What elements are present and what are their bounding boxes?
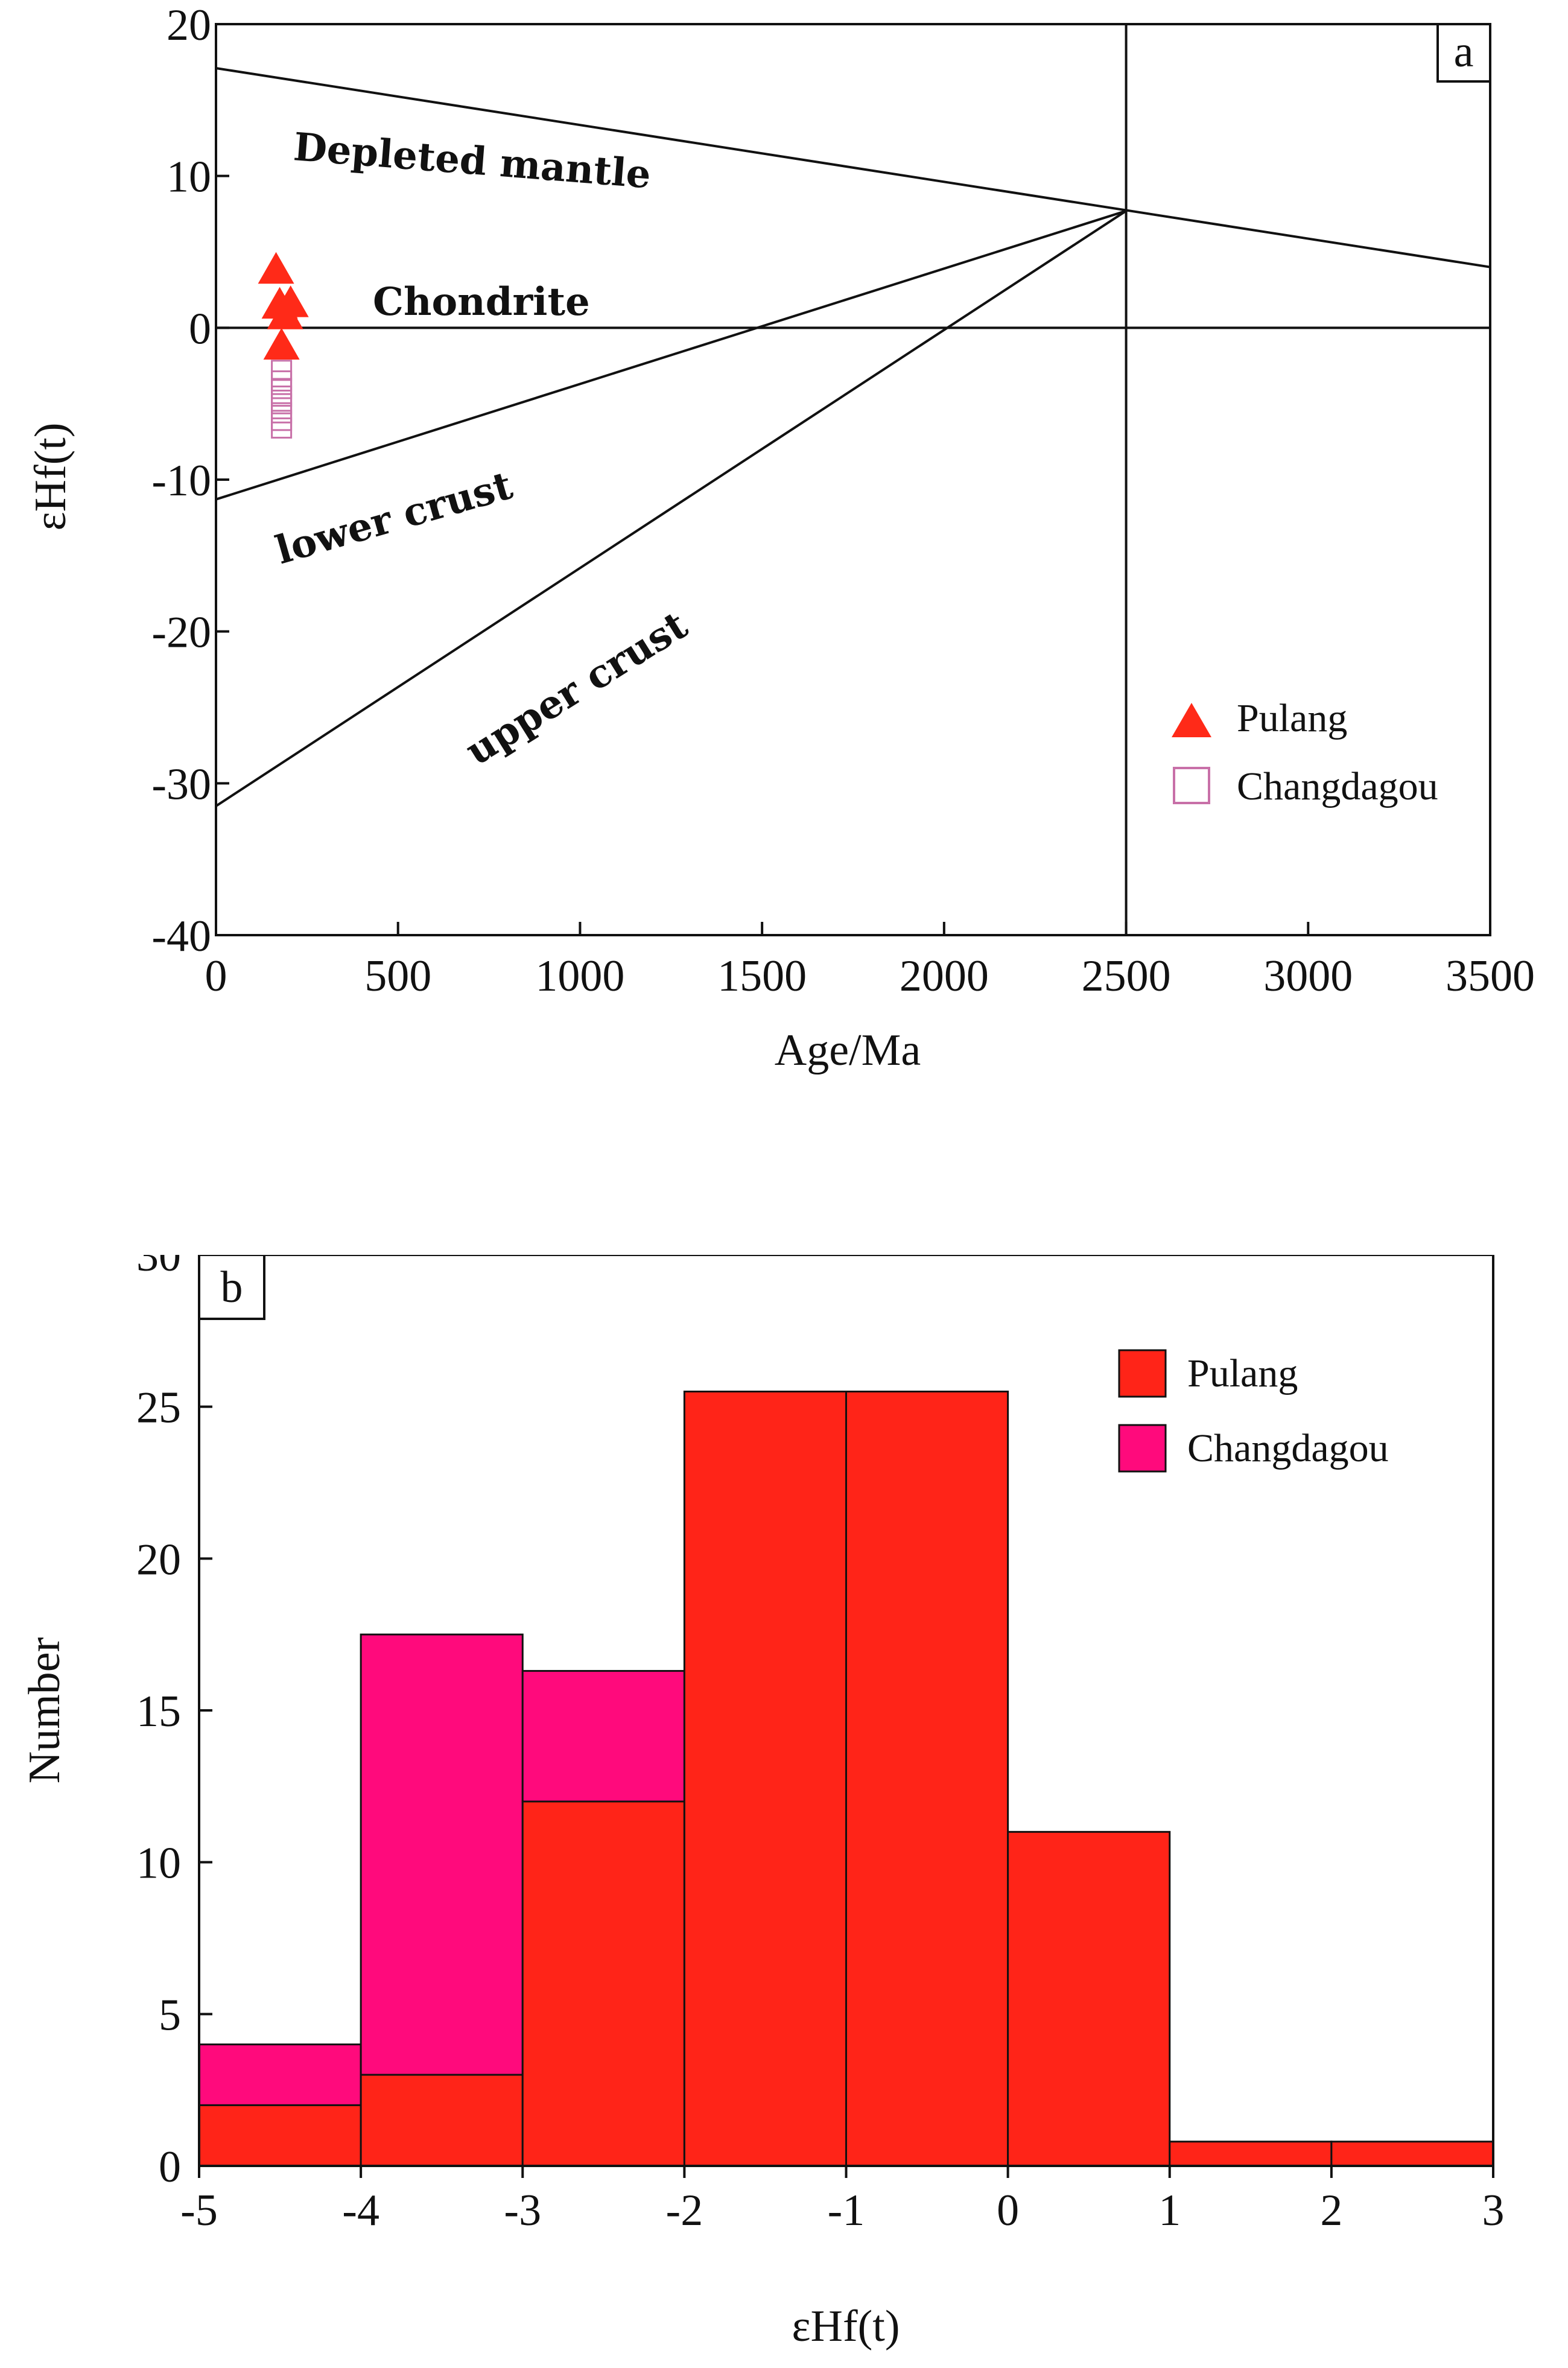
bar-changdagou	[360, 1633, 524, 2076]
x-tick-label-b: -4	[342, 2186, 379, 2235]
x-tick-label-a: 1500	[717, 951, 807, 1001]
reference-line-depleted-mantle	[215, 67, 1491, 268]
point-changdagou	[271, 378, 293, 399]
y-tick-label-a: -10	[151, 456, 211, 506]
y-tick-label-b: 5	[159, 1990, 181, 2040]
y-tick-label-a: -40	[151, 912, 211, 961]
y-tick-label-a: -20	[151, 608, 211, 658]
legend-b-changdagou-swatch	[1118, 1424, 1167, 1473]
panel-label-b-box	[198, 1255, 265, 1320]
label-depleted-mantle: Depleted mantle	[292, 124, 653, 197]
x-tick-label-b: 2	[1320, 2186, 1342, 2235]
point-changdagou	[271, 360, 293, 381]
label-lower-crust: lower crust	[271, 463, 518, 573]
x-tick-label-a: 500	[364, 951, 431, 1001]
chart-a-ylabel: εHf(t)	[26, 422, 75, 530]
y-tick-label-b: 0	[159, 2142, 181, 2192]
reference-line-upper-crust	[215, 209, 1127, 807]
x-tick-label-b: -3	[504, 2186, 541, 2235]
x-tick-label-b: -2	[666, 2186, 703, 2235]
legend-b: Pulang Changdagou	[1118, 1349, 1389, 1473]
bar-pulang	[521, 1800, 685, 2167]
bar-pulang	[1169, 2141, 1333, 2167]
point-pulang	[258, 252, 294, 284]
point-pulang	[272, 285, 309, 317]
legend-b-pulang-label: Pulang	[1187, 1351, 1298, 1395]
y-tick-label-a: 20	[167, 1, 211, 50]
chart-b-xlabel: εHf(t)	[792, 2302, 900, 2351]
legend-a-changdagou-label: Changdagou	[1237, 764, 1438, 808]
label-upper-crust: upper crust	[458, 602, 696, 774]
bar-pulang	[683, 1391, 847, 2167]
point-changdagou	[271, 417, 293, 439]
x-tick-label-b: 0	[997, 2186, 1019, 2235]
bar-pulang	[360, 2074, 524, 2167]
panel-label-a-box	[1436, 23, 1491, 83]
y-tick-label-b: 10	[136, 1839, 181, 1888]
x-tick-label-a: 3500	[1446, 951, 1535, 1001]
chart-a-xlabel: Age/Ma	[775, 1026, 921, 1075]
chart-b-ylabel: Number	[20, 1637, 69, 1784]
chart-a-plot: 0 500 1000 1500 2000 2500 3000 3500 20 10 0 -10 -20 -…	[26, 1, 1535, 1075]
x-tick-label-a: 2500	[1082, 951, 1171, 1001]
y-tick-label-b: 30	[136, 1255, 181, 1281]
point-pulang	[263, 328, 300, 360]
label-chondrite: Chondrite	[373, 279, 590, 325]
x-tick-label-a: 1000	[535, 951, 624, 1001]
x-tick-label-b: 3	[1482, 2186, 1505, 2235]
panel-label-a: a	[1454, 27, 1474, 77]
legend-b-pulang-swatch	[1118, 1349, 1167, 1398]
y-tick-label-a: 10	[167, 153, 211, 202]
legend-a-pulang-marker	[1172, 703, 1211, 737]
legend-a-pulang-label: Pulang	[1237, 696, 1347, 740]
y-tick-label-b: 15	[136, 1687, 181, 1736]
panel-label-b: b	[221, 1263, 243, 1312]
bar-changdagou	[198, 2043, 362, 2106]
bar-changdagou	[521, 1670, 685, 1803]
x-tick-label-a: 0	[205, 951, 227, 1001]
y-tick-label-a: 0	[189, 304, 211, 354]
point-changdagou	[271, 370, 293, 392]
bar-pulang	[1330, 2141, 1494, 2167]
bar-pulang	[198, 2104, 362, 2167]
x-tick-label-a: 3000	[1263, 951, 1353, 1001]
bar-pulang	[1007, 1830, 1171, 2167]
y-tick-label-b: 25	[136, 1383, 181, 1433]
x-tick-label-b: -5	[180, 2186, 218, 2235]
legend-a-changdagou-marker	[1173, 767, 1210, 804]
reference-line-lower-crust	[215, 209, 1127, 501]
legend-a: Pulang Changdagou	[1172, 696, 1438, 808]
bar-pulang	[845, 1391, 1009, 2167]
legend-b-changdagou-label: Changdagou	[1187, 1426, 1389, 1470]
x-tick-label-b: 1	[1158, 2186, 1181, 2235]
x-tick-label-a: 2000	[900, 951, 989, 1001]
x-tick-label-b: -1	[828, 2186, 865, 2235]
y-tick-label-b: 20	[136, 1535, 181, 1584]
y-tick-label-a: -30	[151, 760, 211, 809]
